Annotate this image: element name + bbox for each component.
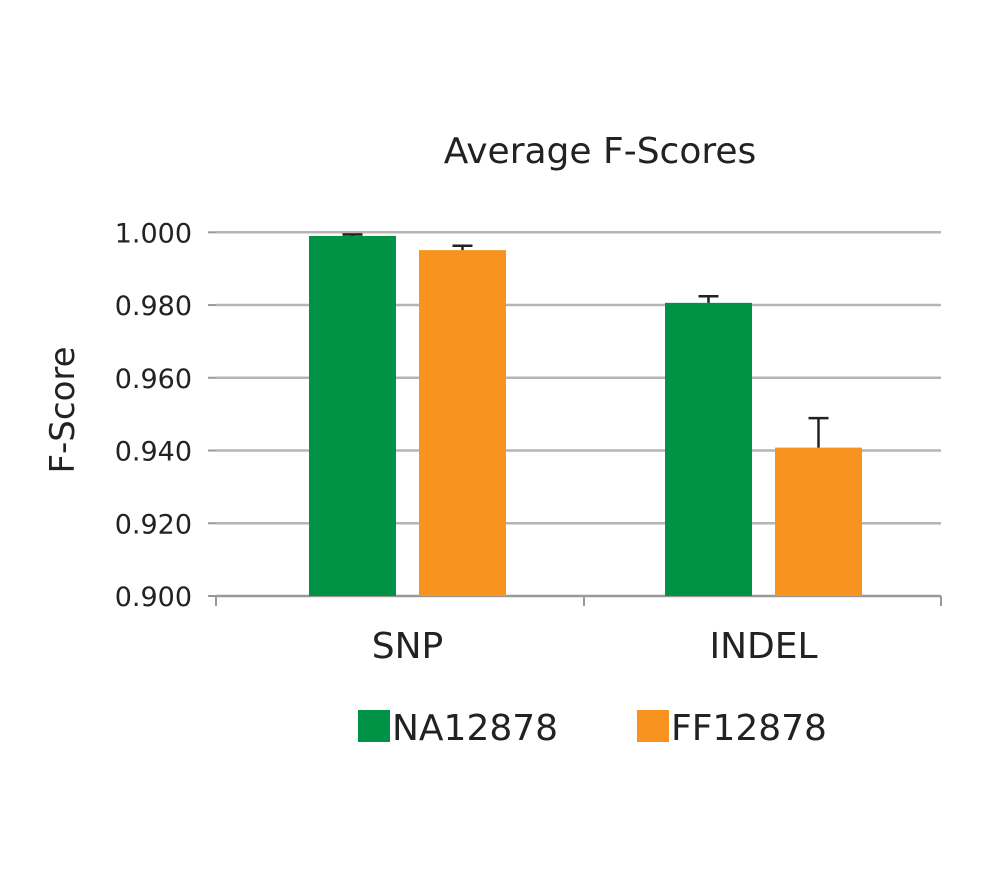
y-tick-label: 0.900 (115, 582, 192, 613)
chart-title: Average F-Scores (444, 131, 757, 172)
legend-swatch (637, 710, 669, 742)
x-tick-label: INDEL (709, 626, 817, 667)
legend-label: NA12878 (392, 708, 558, 749)
y-tick-label: 1.000 (115, 218, 192, 249)
y-tick-label: 0.960 (115, 364, 192, 395)
y-tick-label: 0.940 (115, 437, 192, 468)
x-tick-label: SNP (372, 626, 444, 667)
y-axis-label: F-Score (43, 346, 83, 473)
y-tick-label: 0.980 (115, 291, 192, 322)
legend-swatch (358, 710, 390, 742)
bar-na12878-indel (665, 302, 752, 596)
bar-ff12878-indel (775, 447, 862, 596)
bar-na12878-snp (309, 235, 396, 596)
y-tick-label: 0.920 (115, 509, 192, 540)
legend-label: FF12878 (671, 708, 827, 749)
bar-ff12878-snp (419, 250, 506, 596)
